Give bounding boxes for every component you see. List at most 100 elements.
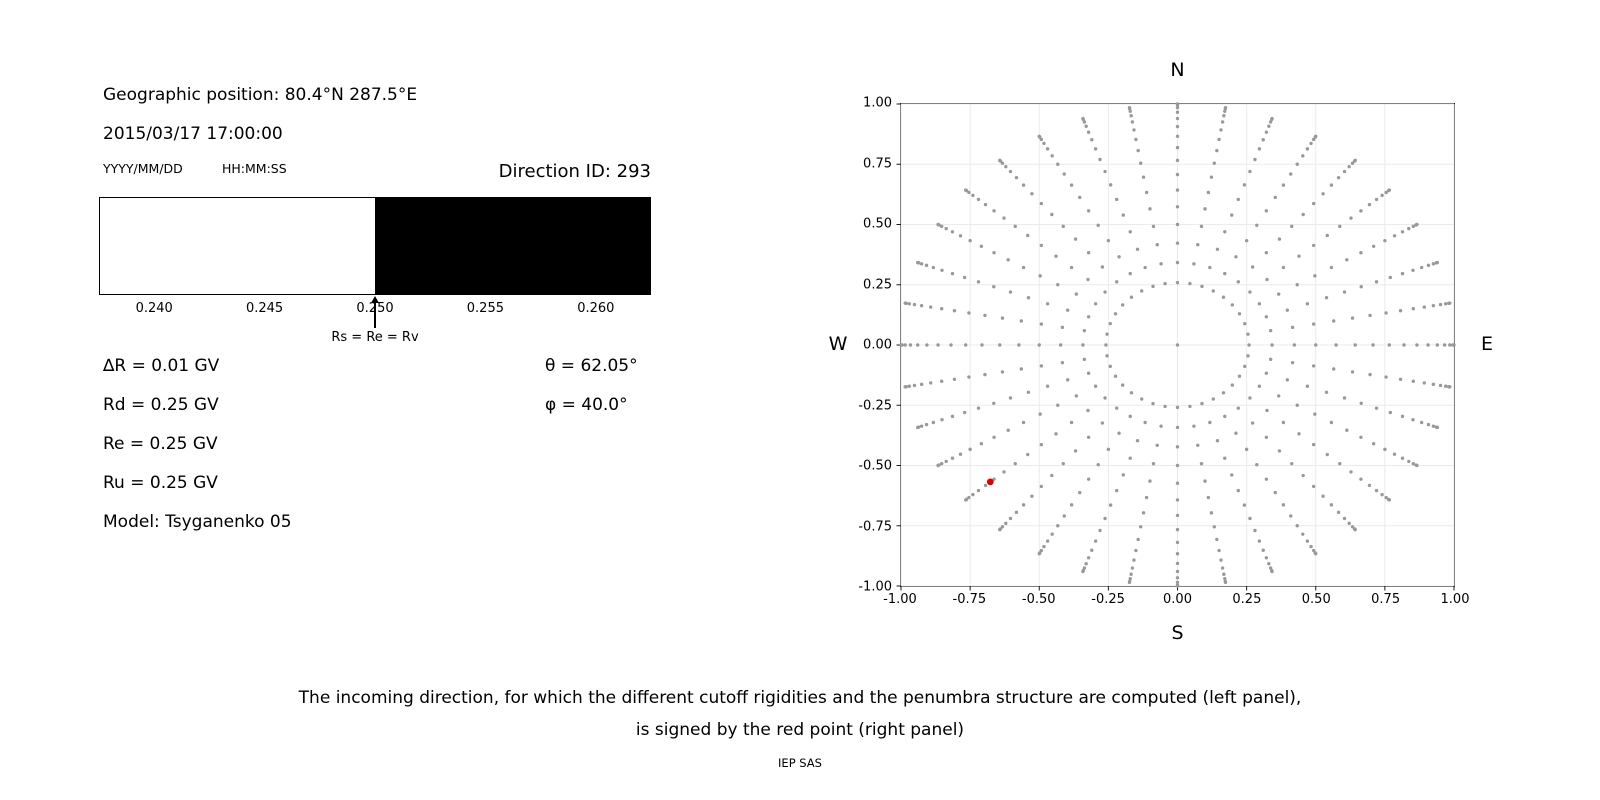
direction-point [976, 406, 981, 410]
direction-point [1105, 354, 1109, 358]
direction-point [1000, 161, 1005, 165]
direction-point [1301, 532, 1305, 536]
direction-point [1082, 120, 1087, 124]
direction-point [939, 307, 944, 311]
direction-point [1056, 283, 1060, 287]
direction-point [1021, 183, 1026, 187]
direction-point [1069, 503, 1074, 507]
direction-point [1134, 137, 1138, 142]
direction-point [1264, 477, 1269, 481]
caption-line-1: The incoming direction, for which the di… [298, 688, 1302, 708]
direction-point [980, 343, 984, 347]
direction-point [1265, 277, 1269, 282]
direction-point [992, 477, 996, 481]
direction-point [1002, 216, 1006, 220]
direction-point [1208, 265, 1212, 270]
direction-point [1443, 384, 1448, 388]
direction-point [950, 230, 955, 234]
direction-point [968, 447, 972, 452]
caption-line-2: is signed by the red point (right panel) [635, 720, 965, 740]
direction-point [1086, 315, 1091, 319]
direction-point [1199, 461, 1204, 466]
direction-point [1038, 412, 1042, 416]
penumbra-bar [99, 197, 651, 295]
direction-point [1407, 226, 1411, 231]
direction-point [1037, 134, 1041, 138]
direction-point [1336, 175, 1341, 180]
direction-point [1113, 312, 1118, 316]
direction-point [1108, 183, 1113, 187]
direction-point [1050, 473, 1054, 478]
direction-point [1127, 580, 1132, 585]
x-tick-label: 0.25 [1232, 592, 1262, 607]
direction-point [1086, 277, 1090, 282]
direction-point [1244, 447, 1249, 452]
compass-east-label: E [1480, 333, 1493, 355]
direction-point [1452, 343, 1456, 347]
direction-point [1062, 514, 1066, 518]
direction-point [1175, 172, 1180, 177]
direction-point [1093, 384, 1098, 388]
direction-point [1384, 190, 1388, 195]
direction-point [1331, 319, 1336, 323]
direction-point [1411, 461, 1416, 466]
direction-point [1086, 250, 1091, 255]
direction-point [925, 343, 929, 347]
direction-point [1264, 556, 1269, 560]
direction-point [1062, 172, 1066, 176]
direction-point [1002, 470, 1006, 474]
direction-point [936, 222, 940, 227]
direction-point [1175, 481, 1180, 485]
direction-point [1264, 209, 1269, 213]
direction-point [976, 280, 981, 284]
direction-point [1253, 157, 1257, 162]
direction-point [1175, 124, 1180, 129]
direction-point [1117, 431, 1121, 435]
direction-point [1065, 308, 1070, 312]
direction-point [1261, 138, 1265, 142]
direction-point [1014, 175, 1019, 180]
direction-point [1277, 237, 1282, 241]
direction-point [1359, 401, 1363, 405]
direction-point [1415, 222, 1419, 227]
param-theta: θ = 62.05° [545, 356, 638, 376]
direction-point [903, 301, 907, 305]
direction-point [1415, 343, 1419, 347]
direction-point [1248, 516, 1252, 521]
direction-point [1347, 521, 1351, 526]
direction-point [1398, 377, 1403, 381]
direction-point [1050, 532, 1054, 536]
direction-point [1019, 319, 1024, 323]
direction-point [1359, 285, 1363, 289]
direction-point [1250, 421, 1255, 425]
direction-point [1267, 124, 1271, 128]
direction-point [1113, 374, 1118, 378]
direction-point [1058, 343, 1063, 347]
direction-point [1037, 552, 1041, 556]
compass-south-label: S [1171, 622, 1184, 644]
direction-point [1103, 396, 1107, 400]
direction-point [1268, 120, 1273, 124]
direction-point [936, 343, 940, 347]
direction-point [940, 418, 944, 422]
direction-point [1289, 172, 1293, 176]
direction-point [1135, 247, 1140, 251]
direction-point [1175, 241, 1180, 245]
direction-point [903, 385, 907, 389]
direction-point [1221, 295, 1226, 299]
direction-point [1215, 537, 1219, 542]
direction-point [1230, 473, 1234, 477]
direction-point [1054, 254, 1058, 258]
direction-point [908, 343, 913, 347]
direction-point [1045, 147, 1050, 151]
direction-point [1175, 343, 1180, 347]
direction-point [1069, 265, 1074, 270]
direction-point [1281, 265, 1286, 270]
direction-point [1374, 280, 1379, 284]
direction-point [1082, 328, 1087, 333]
direction-point [1442, 343, 1447, 347]
direction-point [1350, 161, 1355, 165]
direction-point [1257, 539, 1262, 543]
direction-point [1438, 302, 1443, 307]
direction-point [1264, 250, 1269, 255]
